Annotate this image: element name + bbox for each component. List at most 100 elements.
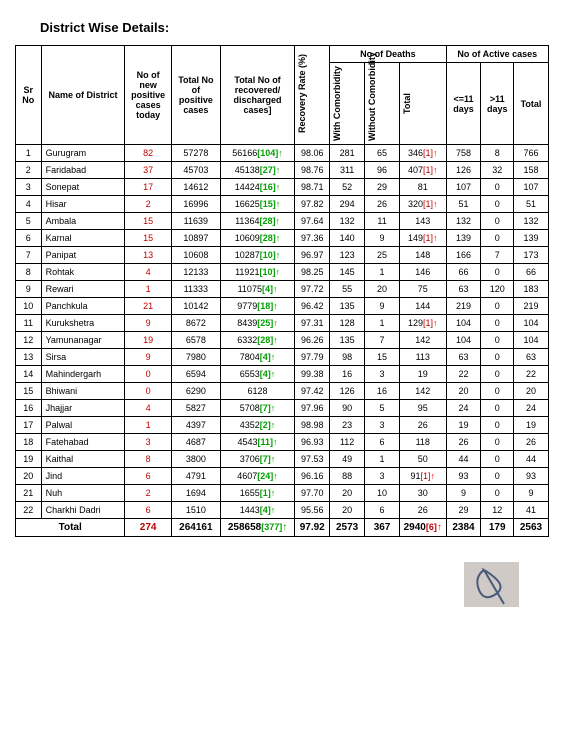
cell-totalpos: 4791 bbox=[171, 468, 220, 485]
cell-atotal: 107 bbox=[514, 179, 549, 196]
table-row: 1Gurugram825727856166[104]↑98.0628165346… bbox=[16, 145, 549, 162]
cell-atotal: 93 bbox=[514, 468, 549, 485]
cell-withc: 123 bbox=[330, 247, 365, 264]
cell-sr: 5 bbox=[16, 213, 42, 230]
table-row: 9Rewari11133311075[4]↑97.725520756312018… bbox=[16, 281, 549, 298]
cell-atotal: 19 bbox=[514, 417, 549, 434]
cell-le11: 44 bbox=[446, 451, 481, 468]
cell-gt11: 0 bbox=[481, 298, 514, 315]
cell-sr: 19 bbox=[16, 451, 42, 468]
cell-withoutc: 20 bbox=[365, 281, 400, 298]
cell-rate: 97.79 bbox=[295, 349, 330, 366]
cell-recovered: 9779[18]↑ bbox=[220, 298, 294, 315]
cell-recovered: 10287[10]↑ bbox=[220, 247, 294, 264]
cell-withc: 90 bbox=[330, 400, 365, 417]
col-active-group: No of Active cases bbox=[446, 46, 548, 63]
cell-new: 1 bbox=[125, 417, 172, 434]
table-header: Sr No Name of District No of new positiv… bbox=[16, 46, 549, 145]
page-title: District Wise Details: bbox=[40, 20, 549, 35]
cell-recovered: 11075[4]↑ bbox=[220, 281, 294, 298]
cell-withoutc: 3 bbox=[365, 468, 400, 485]
cell-totalpos: 12133 bbox=[171, 264, 220, 281]
cell-sr: 8 bbox=[16, 264, 42, 281]
total-row: Total274264161258658[377]↑97.92257336729… bbox=[16, 519, 549, 537]
cell-rate: 97.72 bbox=[295, 281, 330, 298]
cell-new: 2 bbox=[125, 196, 172, 213]
cell-withoutc: 9 bbox=[365, 298, 400, 315]
cell-new: 82 bbox=[125, 145, 172, 162]
cell-gt11: 0 bbox=[481, 264, 514, 281]
cell-name: Rewari bbox=[41, 281, 125, 298]
total-pos: 264161 bbox=[171, 519, 220, 537]
cell-new: 15 bbox=[125, 230, 172, 247]
cell-dtotal: 407[1]↑ bbox=[399, 162, 446, 179]
cell-dtotal: 148 bbox=[399, 247, 446, 264]
cell-gt11: 0 bbox=[481, 315, 514, 332]
cell-new: 17 bbox=[125, 179, 172, 196]
signature-box bbox=[464, 562, 519, 607]
cell-le11: 104 bbox=[446, 332, 481, 349]
cell-le11: 26 bbox=[446, 434, 481, 451]
cell-recovered: 6128 bbox=[220, 383, 294, 400]
table-row: 5Ambala151163911364[28]↑97.6413211143132… bbox=[16, 213, 549, 230]
cell-withoutc: 1 bbox=[365, 315, 400, 332]
cell-sr: 11 bbox=[16, 315, 42, 332]
cell-gt11: 8 bbox=[481, 145, 514, 162]
cell-withoutc: 10 bbox=[365, 485, 400, 502]
cell-rate: 97.53 bbox=[295, 451, 330, 468]
cell-gt11: 0 bbox=[481, 417, 514, 434]
cell-le11: 132 bbox=[446, 213, 481, 230]
cell-totalpos: 11639 bbox=[171, 213, 220, 230]
table-row: 19Kaithal838003706[7]↑97.534915044044 bbox=[16, 451, 549, 468]
col-gt11: >11 days bbox=[481, 63, 514, 145]
total-rate: 97.92 bbox=[295, 519, 330, 537]
cell-atotal: 63 bbox=[514, 349, 549, 366]
cell-name: Palwal bbox=[41, 417, 125, 434]
cell-withoutc: 96 bbox=[365, 162, 400, 179]
cell-dtotal: 144 bbox=[399, 298, 446, 315]
cell-totalpos: 5827 bbox=[171, 400, 220, 417]
cell-totalpos: 11333 bbox=[171, 281, 220, 298]
cell-sr: 12 bbox=[16, 332, 42, 349]
col-totalpos: Total No of positive cases bbox=[171, 46, 220, 145]
cell-totalpos: 45703 bbox=[171, 162, 220, 179]
cell-rate: 98.76 bbox=[295, 162, 330, 179]
cell-totalpos: 4687 bbox=[171, 434, 220, 451]
cell-recovered: 1443[4]↑ bbox=[220, 502, 294, 519]
table-row: 13Sirsa979807804[4]↑97.79981511363063 bbox=[16, 349, 549, 366]
district-table: Sr No Name of District No of new positiv… bbox=[15, 45, 549, 537]
cell-recovered: 11921[10]↑ bbox=[220, 264, 294, 281]
cell-name: Rohtak bbox=[41, 264, 125, 281]
col-new: No of new positive cases today bbox=[125, 46, 172, 145]
cell-recovered: 5708[7]↑ bbox=[220, 400, 294, 417]
cell-dtotal: 26 bbox=[399, 502, 446, 519]
cell-totalpos: 7980 bbox=[171, 349, 220, 366]
cell-withc: 20 bbox=[330, 502, 365, 519]
cell-withc: 55 bbox=[330, 281, 365, 298]
cell-totalpos: 4397 bbox=[171, 417, 220, 434]
cell-le11: 166 bbox=[446, 247, 481, 264]
cell-le11: 758 bbox=[446, 145, 481, 162]
cell-withc: 20 bbox=[330, 485, 365, 502]
cell-le11: 107 bbox=[446, 179, 481, 196]
cell-sr: 10 bbox=[16, 298, 42, 315]
cell-withc: 281 bbox=[330, 145, 365, 162]
cell-totalpos: 3800 bbox=[171, 451, 220, 468]
col-withc: With Comorbidity bbox=[330, 63, 365, 145]
total-label: Total bbox=[16, 519, 125, 537]
cell-new: 15 bbox=[125, 213, 172, 230]
cell-le11: 126 bbox=[446, 162, 481, 179]
cell-name: Hisar bbox=[41, 196, 125, 213]
cell-withoutc: 7 bbox=[365, 332, 400, 349]
cell-rate: 96.16 bbox=[295, 468, 330, 485]
cell-name: Gurugram bbox=[41, 145, 125, 162]
cell-dtotal: 129[1]↑ bbox=[399, 315, 446, 332]
cell-rate: 96.97 bbox=[295, 247, 330, 264]
cell-recovered: 4607[24]↑ bbox=[220, 468, 294, 485]
table-row: 3Sonepat171461214424[16]↑98.715229811070… bbox=[16, 179, 549, 196]
cell-atotal: 139 bbox=[514, 230, 549, 247]
cell-atotal: 41 bbox=[514, 502, 549, 519]
cell-name: Karnal bbox=[41, 230, 125, 247]
cell-sr: 15 bbox=[16, 383, 42, 400]
cell-dtotal: 146 bbox=[399, 264, 446, 281]
